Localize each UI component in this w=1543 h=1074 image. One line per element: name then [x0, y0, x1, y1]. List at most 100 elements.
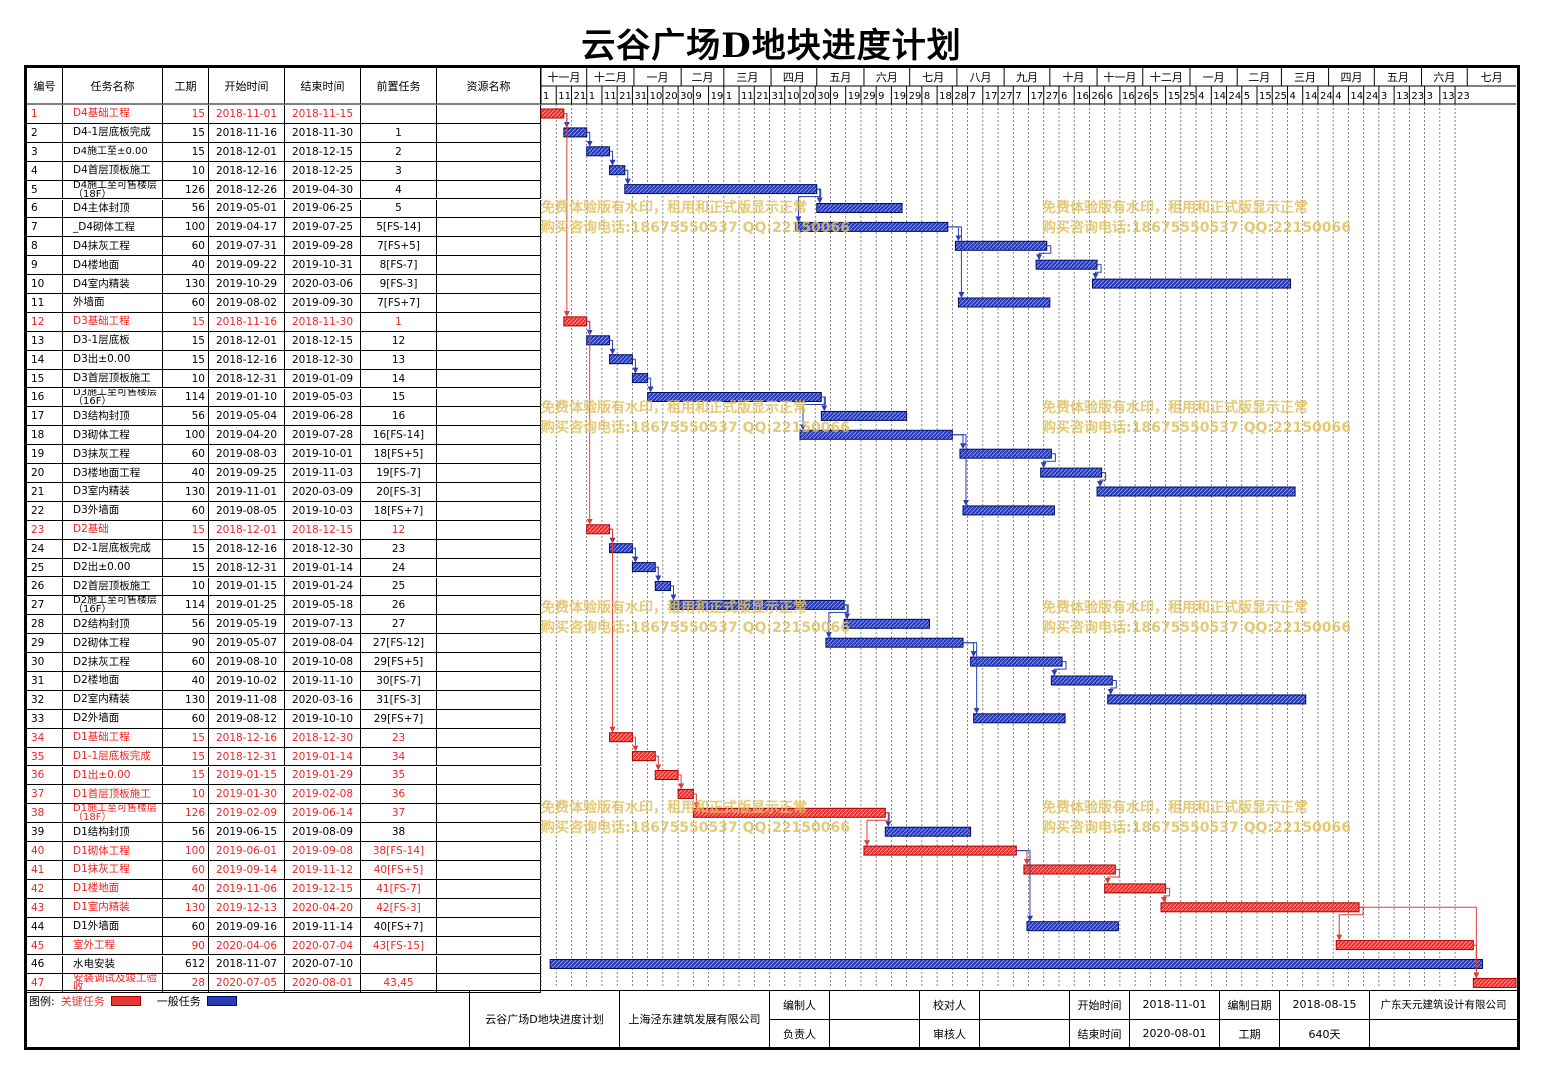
- table-row[interactable]: 35 D1-1层底板完成 15 2018-12-31 2019-01-14 34: [27, 747, 541, 767]
- table-row[interactable]: 21 D3室内精装 130 2019-11-01 2020-03-09 20[FS-3]: [27, 483, 541, 502]
- table-row[interactable]: 46 水电安装 612 2018-11-07 2020-07-10: [27, 955, 541, 975]
- gantt-bar: [954, 240, 1048, 251]
- task-start: 2018-12-31: [209, 558, 285, 577]
- day-label: 17: [1031, 91, 1044, 102]
- task-name: D3-1层底板: [63, 331, 163, 350]
- table-row[interactable]: 34 D1基础工程 15 2018-12-16 2018-12-30 23: [27, 728, 541, 748]
- gantt-bar: [1104, 883, 1167, 894]
- table-row[interactable]: 43 D1室内精装 130 2019-12-13 2020-04-20 42[FS-3]: [27, 898, 541, 918]
- task-duration: 15: [163, 331, 209, 350]
- task-duration: 15: [163, 766, 209, 785]
- gantt-bar: [1023, 864, 1116, 875]
- table-row[interactable]: 44 D1外墙面 60 2019-09-16 2019-11-14 40[FS+7]: [27, 917, 541, 937]
- task-resource: [437, 256, 541, 275]
- table-row[interactable]: 42 D1楼地面 40 2019-11-06 2019-12-15 41[FS-7]: [27, 879, 541, 899]
- task-id: 43: [27, 898, 63, 917]
- task-start: 2018-12-16: [209, 350, 285, 369]
- table-row[interactable]: 30 D2抹灰工程 60 2019-08-10 2019-10-08 29[FS+5]: [27, 653, 541, 672]
- table-row[interactable]: 29 D2砌体工程 90 2019-05-07 2019-08-04 27[FS-12]: [27, 634, 541, 654]
- month-label: 二月: [691, 71, 713, 84]
- task-start: 2019-02-09: [209, 804, 285, 823]
- dependency-link: [1104, 869, 1120, 884]
- table-row[interactable]: 1 D4基础工程 15 2018-11-01 2018-11-15: [27, 105, 541, 124]
- table-row[interactable]: 27 D2施工至可售楼层（16F） 114 2019-01-25 2019-05-18 2…: [27, 596, 541, 616]
- table-row[interactable]: 12 D3基础工程 15 2018-11-16 2018-11-30 1: [27, 312, 541, 332]
- task-pred: 43,45: [361, 974, 437, 993]
- table-row[interactable]: 9 D4楼地面 40 2019-09-22 2019-10-31 8[FS-7]: [27, 256, 541, 276]
- task-id: 40: [27, 842, 63, 860]
- task-start: 2018-12-01: [209, 142, 285, 161]
- table-row[interactable]: 33 D2外墙面 60 2019-08-12 2019-10-10 29[FS+7]: [27, 709, 541, 729]
- task-name: D3楼地面工程: [63, 464, 163, 482]
- month-label: 十二月: [1150, 70, 1183, 84]
- task-resource: [437, 350, 541, 369]
- table-row[interactable]: 8 D4抹灰工程 60 2019-07-31 2019-09-28 7[FS+5]: [27, 237, 541, 257]
- table-row[interactable]: 7 _D4砌体工程 100 2019-04-17 2019-07-25 5[FS-14]: [27, 218, 541, 238]
- table-row[interactable]: 11 外墙面 60 2019-08-02 2019-09-30 7[FS+7]: [27, 294, 541, 313]
- task-duration: 56: [163, 199, 209, 218]
- table-row[interactable]: 5 D4施工至可售楼层（18F） 126 2018-12-26 2019-04-30 4: [27, 180, 541, 200]
- table-row[interactable]: 45 室外工程 90 2020-04-06 2020-07-04 43[FS-15]: [27, 936, 541, 956]
- table-row[interactable]: 10 D4室内精装 130 2019-10-29 2020-03-06 9[FS-3]: [27, 275, 541, 294]
- table-row[interactable]: 41 D1抹灰工程 60 2019-09-14 2019-11-12 40[FS+5]: [27, 861, 541, 880]
- table-row[interactable]: 25 D2出±0.00 15 2018-12-31 2019-01-14 24: [27, 558, 541, 578]
- table-row[interactable]: 26 D2首层顶板施工 10 2019-01-15 2019-01-24 25: [27, 577, 541, 597]
- task-pred: 20[FS-3]: [361, 483, 437, 501]
- table-row[interactable]: 4 D4首层顶板施工 10 2018-12-16 2018-12-25 3: [27, 161, 541, 181]
- task-id: 4: [27, 161, 63, 180]
- task-duration: 130: [163, 690, 209, 709]
- table-row[interactable]: 13 D3-1层底板 15 2018-12-01 2018-12-15 12: [27, 331, 541, 351]
- table-row[interactable]: 18 D3砌体工程 100 2019-04-20 2019-07-28 16[FS-14]: [27, 426, 541, 446]
- task-start: 2018-11-16: [209, 123, 285, 142]
- task-id: 11: [27, 294, 63, 312]
- table-row[interactable]: 22 D3外墙面 60 2019-08-05 2019-10-03 18[FS+7]: [27, 501, 541, 521]
- dependency-link: [655, 566, 662, 582]
- task-id: 29: [27, 634, 63, 653]
- table-row[interactable]: 28 D2结构封顶 56 2019-05-19 2019-07-13 27: [27, 615, 541, 635]
- table-row[interactable]: 23 D2基础 15 2018-12-01 2018-12-15 12: [27, 520, 541, 540]
- table-row[interactable]: 37 D1首层顶板施工 10 2019-01-30 2019-02-08 36: [27, 785, 541, 805]
- task-end: 2020-03-06: [285, 275, 361, 293]
- table-row[interactable]: 40 D1砌体工程 100 2019-06-01 2019-09-08 38[FS-14]: [27, 842, 541, 861]
- dependency-link: [632, 736, 639, 752]
- table-row[interactable]: 31 D2楼地面 40 2019-10-02 2019-11-10 30[FS-7]: [27, 672, 541, 691]
- table-row[interactable]: 19 D3抹灰工程 60 2019-08-03 2019-10-01 18[FS+5]: [27, 445, 541, 465]
- task-id: 42: [27, 879, 63, 898]
- task-resource: [437, 577, 541, 596]
- day-label: 15: [1259, 91, 1272, 102]
- task-pred: 23: [361, 728, 437, 747]
- table-row[interactable]: 17 D3结构封顶 56 2019-05-04 2019-06-28 16: [27, 407, 541, 427]
- table-row[interactable]: 14 D3出±0.00 15 2018-12-16 2018-12-30 13: [27, 350, 541, 370]
- task-resource: [437, 879, 541, 898]
- table-row[interactable]: 15 D3首层顶板施工 10 2018-12-31 2019-01-09 14: [27, 369, 541, 389]
- task-duration: 28: [163, 974, 209, 993]
- table-row[interactable]: 16 D3施工至可售楼层（16F） 114 2019-01-10 2019-05-03 1…: [27, 388, 541, 408]
- task-duration: 10: [163, 785, 209, 804]
- task-start: 2019-04-17: [209, 218, 285, 237]
- day-label: 31: [772, 91, 785, 102]
- table-row[interactable]: 20 D3楼地面工程 40 2019-09-25 2019-11-03 19[FS-7]: [27, 464, 541, 483]
- table-row[interactable]: 47 安装调试及竣工验收 28 2020-07-05 2020-08-01 43,45: [27, 974, 541, 994]
- dependency-link: [586, 320, 593, 525]
- table-row[interactable]: 6 D4主体封顶 56 2019-05-01 2019-06-25 5: [27, 199, 541, 219]
- table-row[interactable]: 36 D1出±0.00 15 2019-01-15 2019-01-29 35: [27, 766, 541, 786]
- gantt-bar: [654, 770, 679, 780]
- task-duration: 40: [163, 464, 209, 482]
- table-row[interactable]: 39 D1结构封顶 56 2019-06-15 2019-08-09 38: [27, 823, 541, 843]
- table-row[interactable]: 38 D1施工至可售楼层（18F） 126 2019-02-09 2019-06-14 3…: [27, 804, 541, 824]
- task-resource: [437, 690, 541, 709]
- table-row[interactable]: 32 D2室内精装 130 2019-11-08 2020-03-16 31[FS-3]: [27, 690, 541, 710]
- day-label: 23: [1457, 91, 1470, 102]
- table-row[interactable]: 24 D2-1层底板完成 15 2018-12-16 2018-12-30 23: [27, 539, 541, 559]
- task-start: 2019-09-25: [209, 464, 285, 482]
- table-row[interactable]: 2 D4-1层底板完成 15 2018-11-16 2018-11-30 1: [27, 123, 541, 143]
- task-pred: 13: [361, 350, 437, 369]
- day-label: 26: [1137, 91, 1150, 102]
- day-label: 16: [1076, 91, 1089, 102]
- task-start: 2019-01-25: [209, 596, 285, 615]
- task-id: 23: [27, 520, 63, 539]
- task-duration: 60: [163, 445, 209, 464]
- table-row[interactable]: 3 D4施工至±0.00 15 2018-12-01 2018-12-15 2: [27, 142, 541, 162]
- task-end: 2019-08-09: [285, 823, 361, 842]
- task-start: 2019-09-16: [209, 917, 285, 936]
